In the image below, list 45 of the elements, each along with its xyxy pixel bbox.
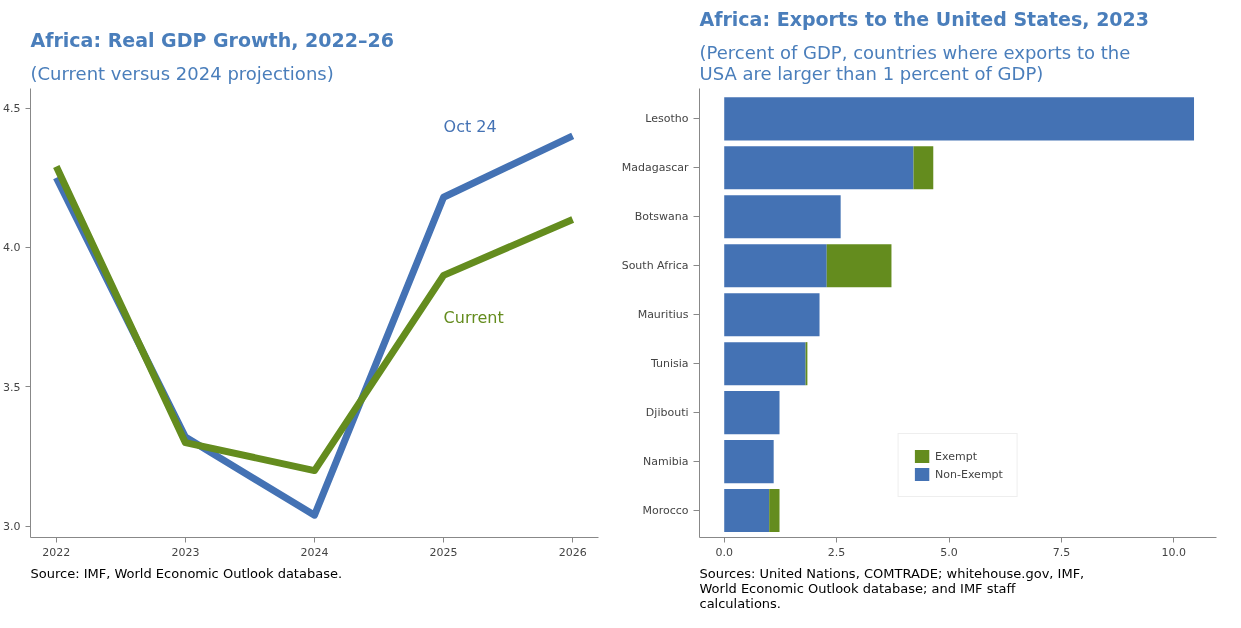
x-tick-label: 7.5 <box>1052 545 1071 559</box>
bar <box>724 195 841 239</box>
x-tick-label: 2022 <box>42 545 71 559</box>
bar <box>724 146 914 190</box>
bar <box>769 489 780 533</box>
series-label: Current <box>443 307 504 327</box>
bar <box>724 342 806 386</box>
x-tick-label: 2023 <box>171 545 200 559</box>
y-tick-label: 4.0 <box>3 241 21 255</box>
bar <box>724 440 774 484</box>
legend-label: Exempt <box>935 449 977 463</box>
bar <box>724 293 820 337</box>
bar <box>826 244 892 288</box>
x-tick-label: 2.5 <box>827 545 846 559</box>
chart-subtitle: (Percent of GDP, countries where exports to the USA are larger than 1 percent of GDP) <box>699 41 1131 84</box>
y-tick-label: Tunisia <box>649 357 689 371</box>
x-tick-label: 5.0 <box>940 545 958 559</box>
chart-subtitle: (Current versus 2024 projections) <box>30 62 334 84</box>
y-tick-label: Djibouti <box>645 406 689 420</box>
y-tick-label: Namibia <box>642 455 689 469</box>
source-note: Sources: United Nations, COMTRADE; whitehouse.gov, IMF, World Economic Outlook database; and IMF staff calculations. <box>699 565 1085 611</box>
y-tick-label: Madagascar <box>621 161 689 175</box>
x-tick-label: 10.0 <box>1161 545 1187 559</box>
x-tick-label: 2024 <box>300 545 329 559</box>
y-tick-label: Mauritius <box>637 308 689 322</box>
y-tick-label: Morocco <box>642 504 689 518</box>
x-tick-label: 2026 <box>558 545 587 559</box>
bar <box>724 391 780 435</box>
y-tick-label: Lesotho <box>645 112 689 126</box>
text: Oct 24 <box>443 117 497 136</box>
x-tick-label: 2025 <box>429 545 458 559</box>
y-tick-label: 3.0 <box>3 520 21 534</box>
y-tick-label: 4.5 <box>3 102 21 116</box>
y-tick-label: 3.5 <box>3 380 21 394</box>
chart-title: Africa: Real GDP Growth, 2022–26 <box>30 28 394 51</box>
bar <box>913 146 934 190</box>
bar <box>724 97 1195 141</box>
x-tick-label: 0.0 <box>715 545 733 559</box>
bar <box>724 244 827 288</box>
y-tick-label: Botswana <box>634 210 689 224</box>
bar <box>724 489 770 533</box>
legend-label: Non-Exempt <box>935 467 1003 481</box>
chart-title: Africa: Exports to the United States, 2023 <box>699 7 1150 30</box>
source-note: Source: IMF, World Economic Outlook database. <box>30 565 343 581</box>
y-tick-label: South Africa <box>621 259 689 273</box>
